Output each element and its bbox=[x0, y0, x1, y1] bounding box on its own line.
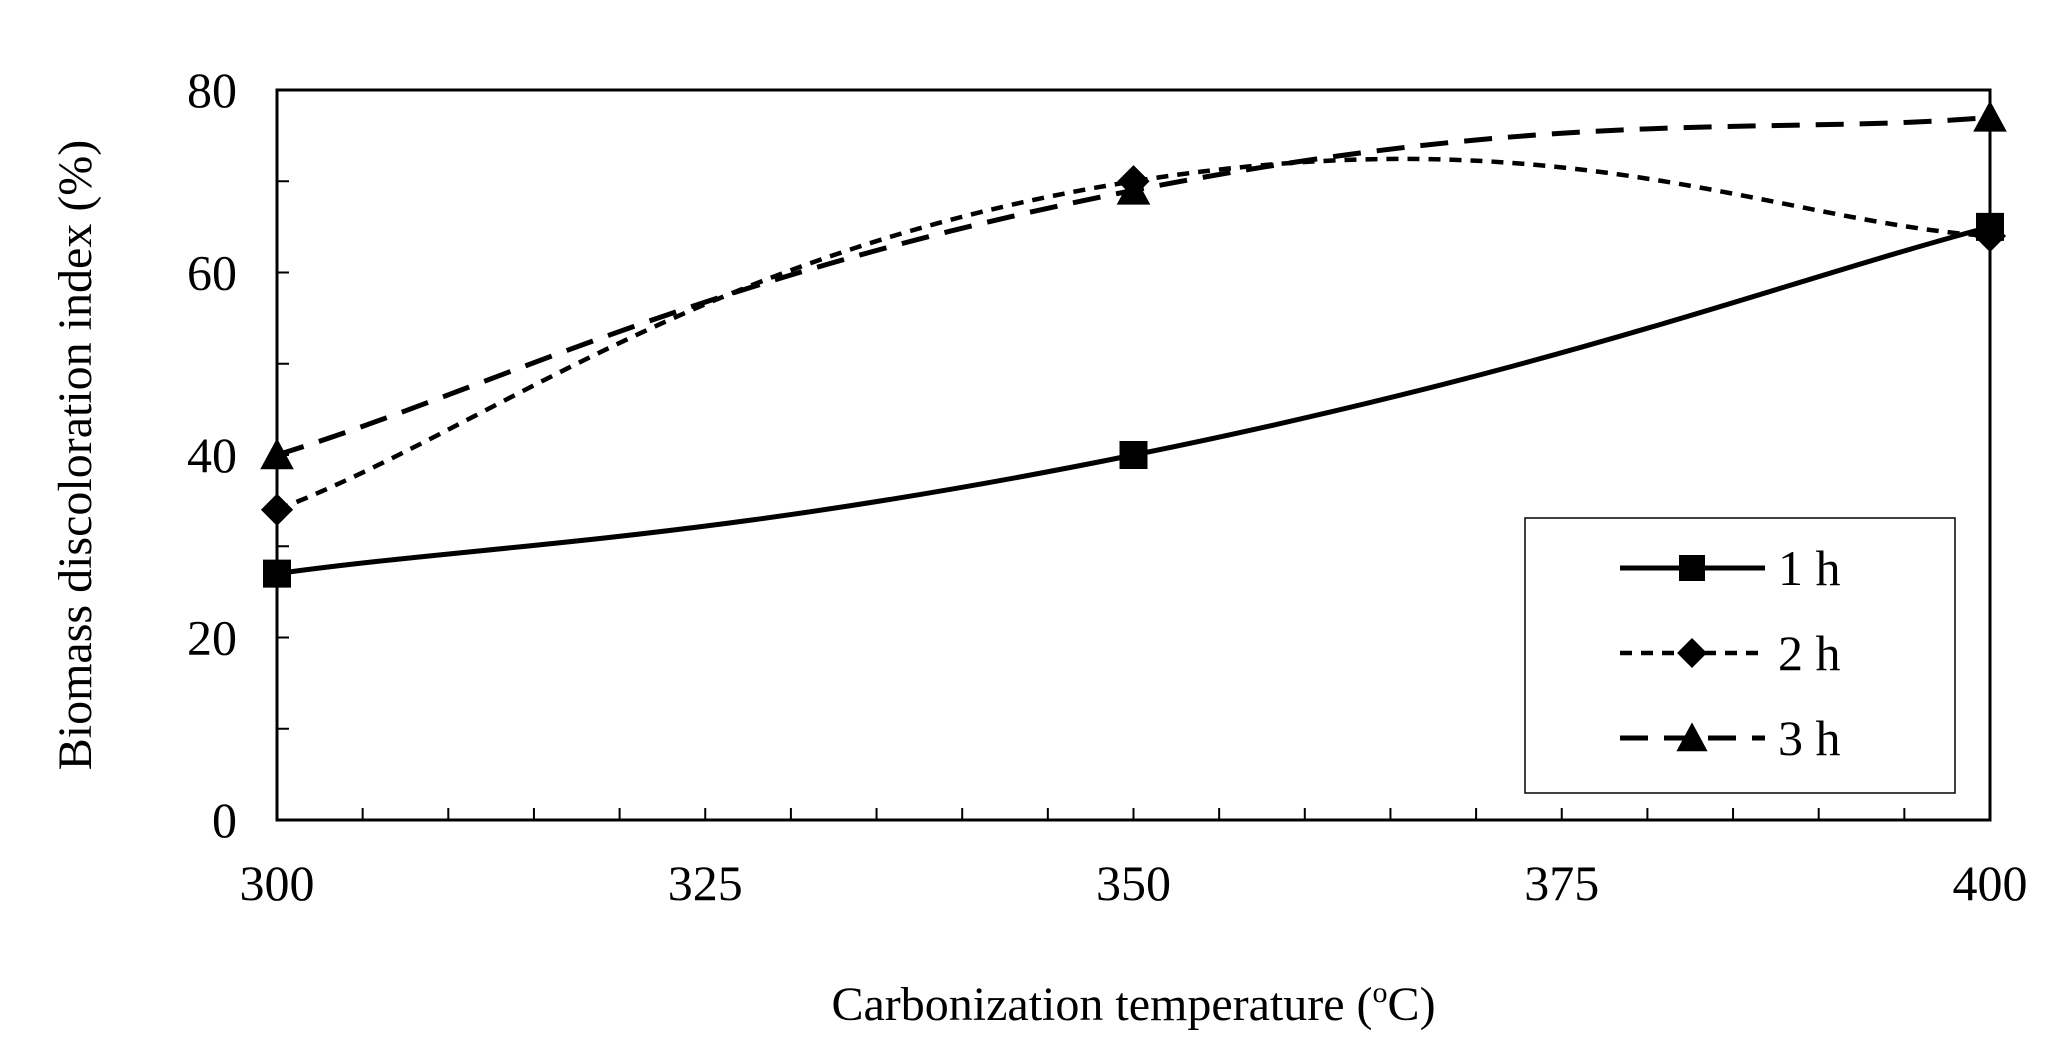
y-tick-label: 20 bbox=[187, 610, 237, 666]
legend-marker bbox=[1677, 638, 1707, 668]
y-tick-label: 60 bbox=[187, 245, 237, 301]
x-axis-label-end: C) bbox=[1388, 978, 1436, 1031]
legend-marker bbox=[1676, 722, 1708, 752]
legend-entry: 2 h bbox=[1620, 625, 1841, 681]
x-tick-label: 375 bbox=[1524, 855, 1599, 911]
series-line bbox=[276, 156, 1991, 512]
legend-marker bbox=[1679, 555, 1705, 581]
minor-ticks bbox=[276, 89, 1991, 821]
legend-entry: 3 h bbox=[1620, 710, 1841, 766]
x-tick-label: 325 bbox=[668, 855, 743, 911]
x-tick-label: 350 bbox=[1096, 855, 1171, 911]
legend-entry: 1 h bbox=[1620, 540, 1841, 596]
data-point-marker bbox=[1119, 441, 1148, 469]
series-3h bbox=[260, 100, 2007, 470]
x-axis-label-main: Carbonization temperature ( bbox=[831, 978, 1372, 1031]
data-point-marker bbox=[1116, 173, 1151, 205]
y-axis-label: Biomass discoloration index (%) bbox=[49, 140, 102, 771]
tick-labels: 0 20 40 60 80 300 325 350 375 400 bbox=[187, 62, 2028, 911]
x-tick-label: 300 bbox=[240, 855, 315, 911]
legend-label: 3 h bbox=[1778, 710, 1841, 766]
x-axis-label: Carbonization temperature (oC) bbox=[831, 976, 1435, 1031]
legend: 1 h 2 h 3 h bbox=[1524, 517, 1956, 794]
legend-box bbox=[1524, 517, 1956, 794]
plot-area-frame bbox=[275, 88, 1992, 822]
y-tick-label: 40 bbox=[187, 427, 237, 483]
legend-label: 1 h bbox=[1778, 540, 1841, 596]
legend-label: 2 h bbox=[1778, 625, 1841, 681]
series-2h bbox=[260, 156, 2007, 526]
x-axis-label-superscript: o bbox=[1373, 976, 1388, 1009]
series-layer bbox=[260, 100, 2007, 588]
y-tick-label: 80 bbox=[187, 62, 237, 118]
y-tick-label: 0 bbox=[212, 792, 237, 848]
x-tick-label: 400 bbox=[1953, 855, 2028, 911]
